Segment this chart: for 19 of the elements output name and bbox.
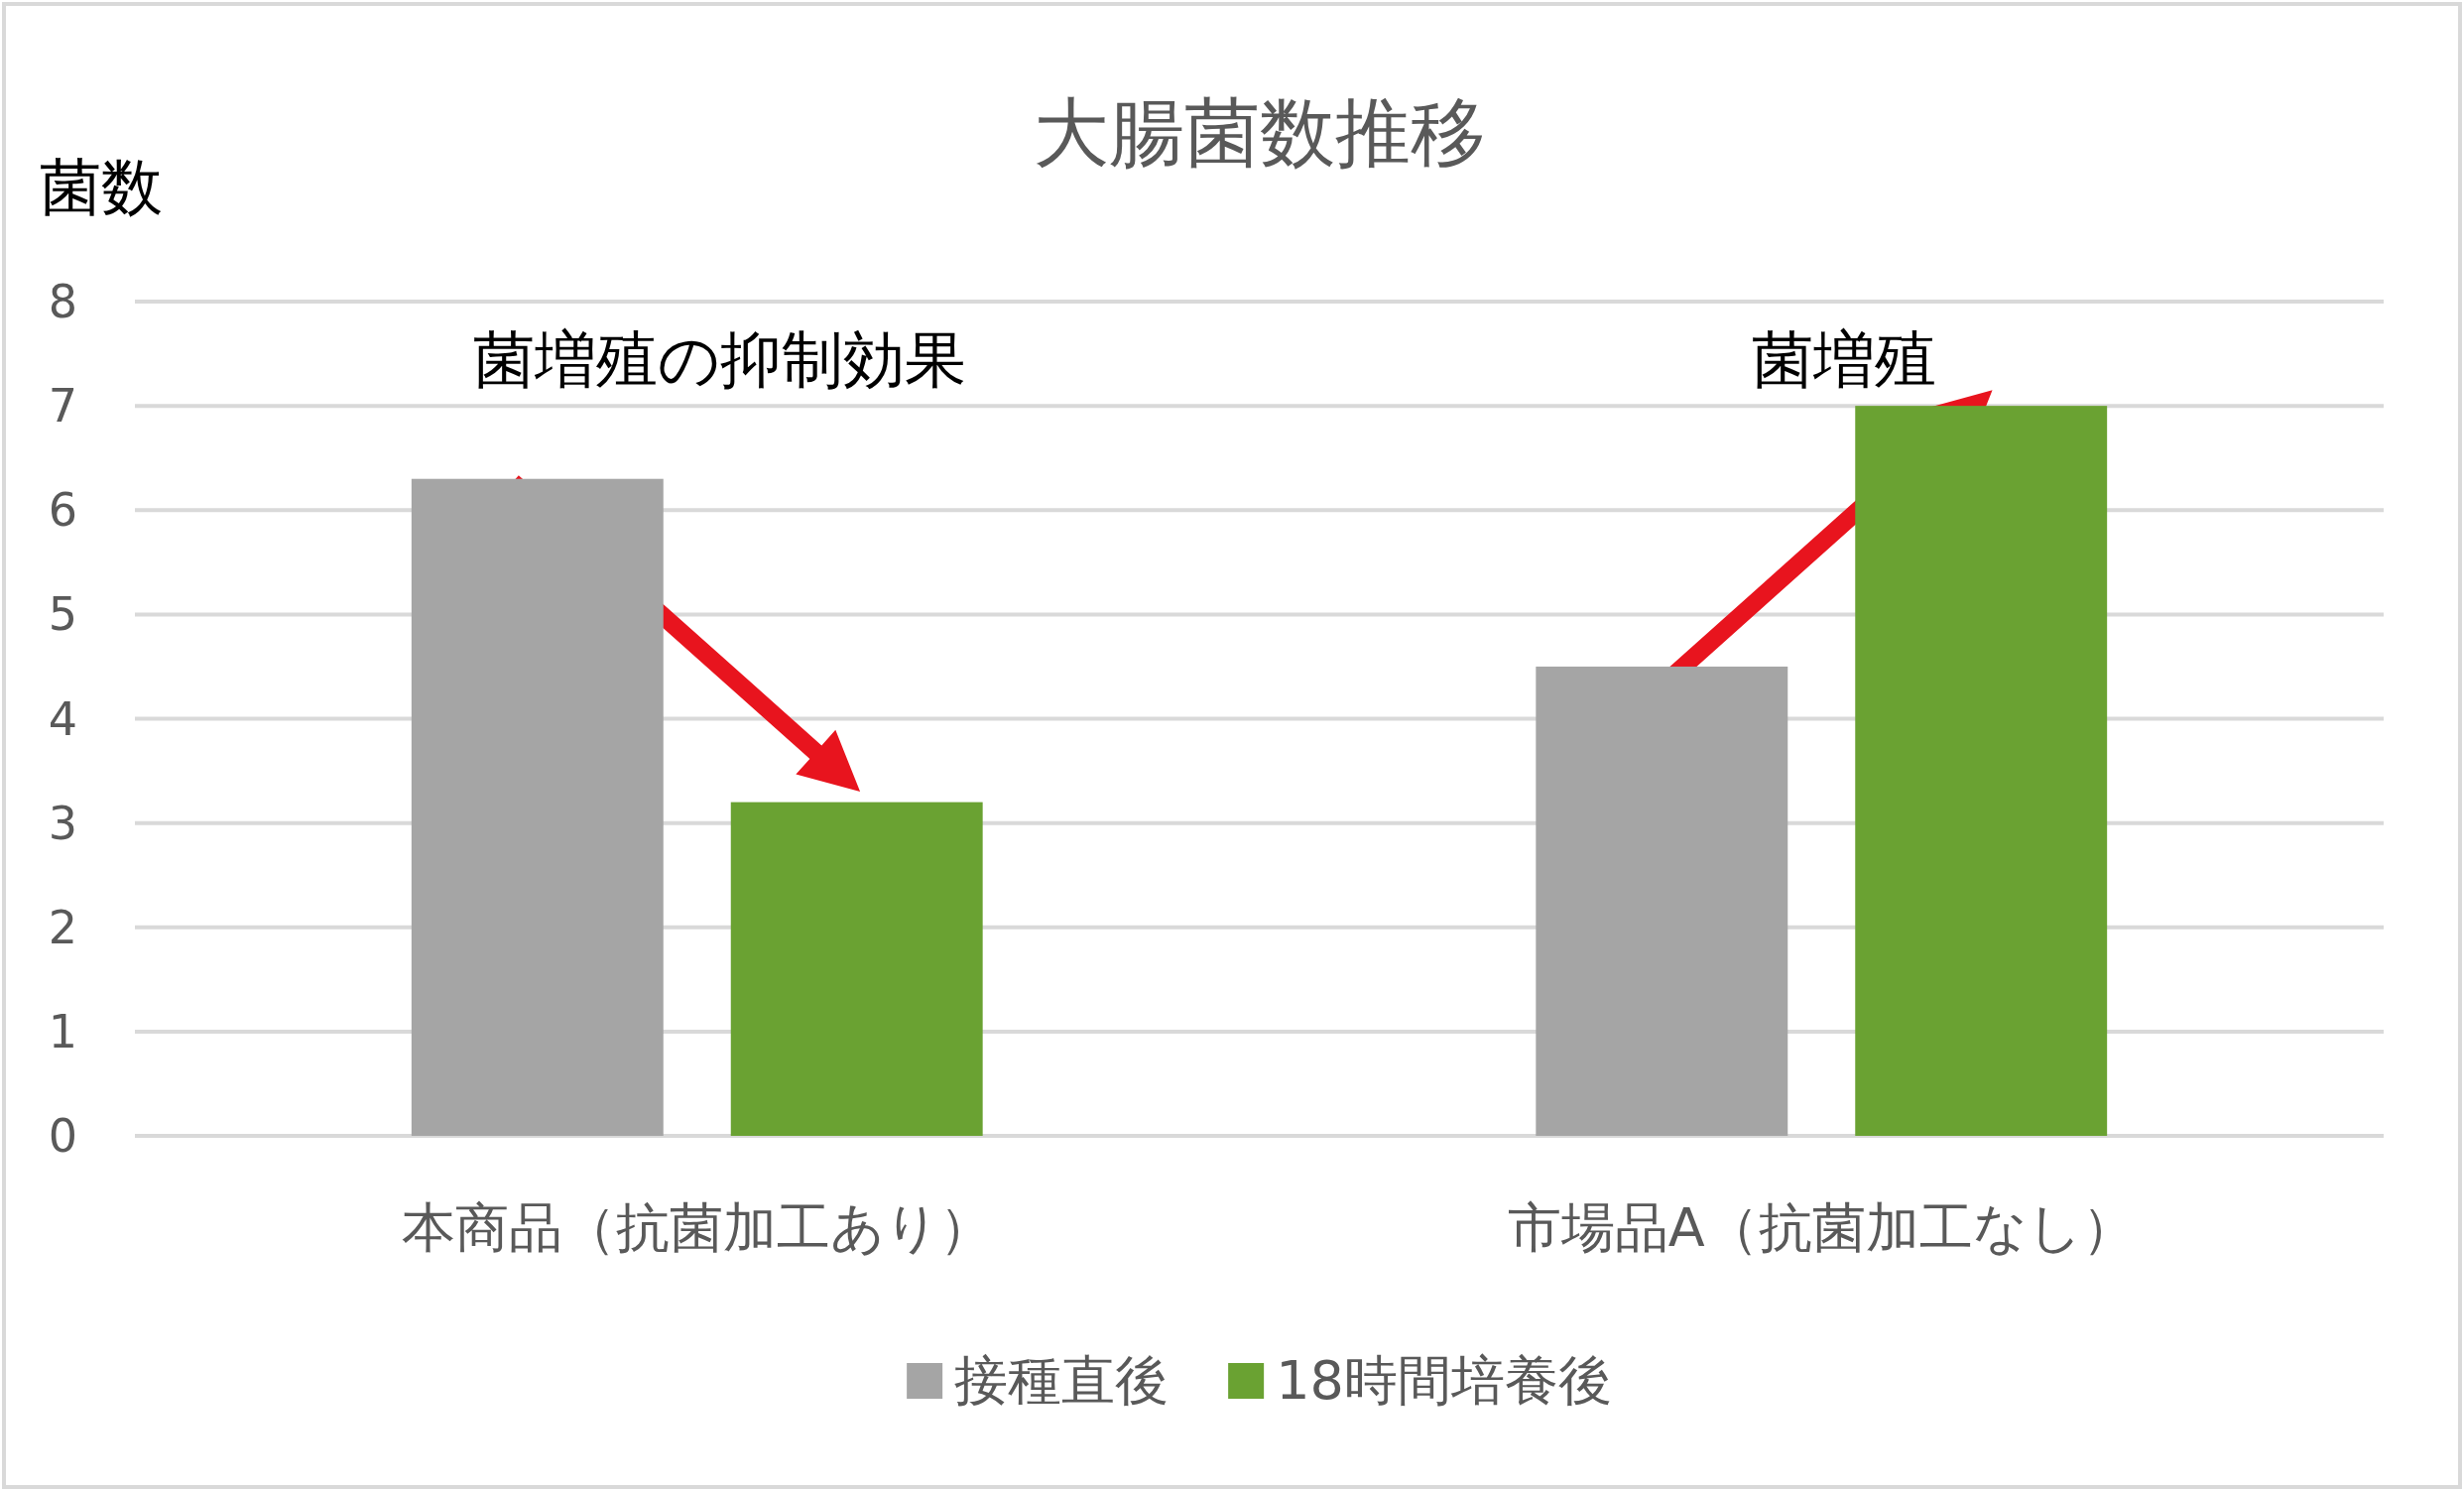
y-tick-label: 8: [48, 275, 77, 328]
legend-label: 18時間培養後: [1276, 1349, 1612, 1412]
y-tick-label: 0: [48, 1109, 77, 1163]
bar: [730, 802, 983, 1136]
y-tick-label: 2: [48, 900, 77, 954]
chart-title: 大腸菌数推移: [1033, 88, 1486, 177]
bar: [1536, 666, 1788, 1136]
y-tick-label: 5: [48, 587, 77, 642]
y-tick-label: 1: [48, 1004, 77, 1058]
y-tick-label: 4: [48, 691, 77, 746]
y-tick-label: 7: [48, 379, 77, 434]
legend-label: 接種直後: [954, 1349, 1170, 1412]
x-tick-label: 本商品（抗菌加工あり）: [401, 1196, 993, 1259]
annotation: 菌増殖: [1751, 323, 1936, 396]
annotation: 菌増殖の抑制効果: [472, 323, 966, 396]
x-tick-label: 市場品A（抗菌加工なし）: [1507, 1196, 2136, 1259]
y-tick-label: 3: [48, 796, 77, 850]
y-tick-label: 6: [48, 483, 77, 538]
y-axis-title: 菌数: [40, 151, 163, 223]
